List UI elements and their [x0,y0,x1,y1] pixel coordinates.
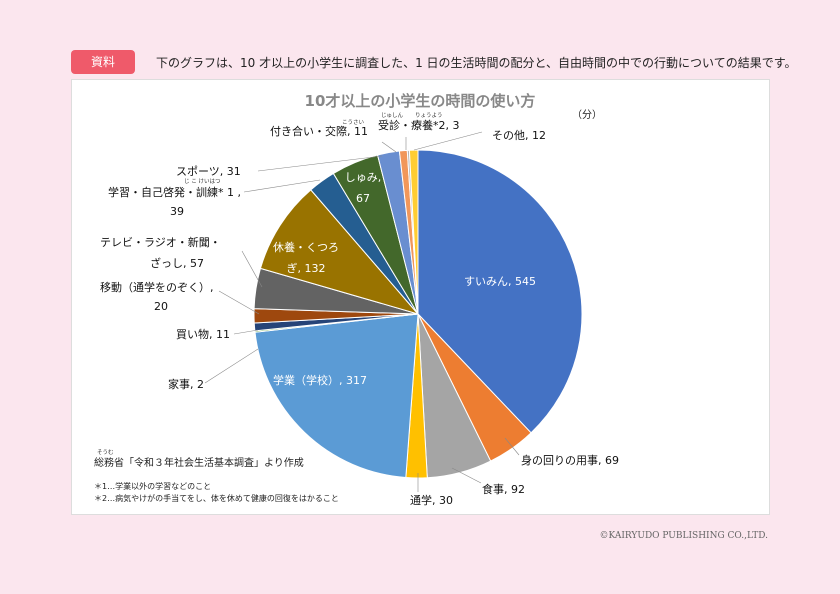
label-rest-1: 休養・くつろ [273,240,339,254]
pie-slice-9 [259,189,420,315]
label-commute: 通学, 30 [410,493,453,507]
pie-slice-0 [417,149,583,434]
label-moving-1: 移動（通学をのぞく）, [100,280,214,294]
note-2: ＊2…病気やけがの手当てをし、体を休めて健康の回復をはかること [94,493,339,503]
label-social: 付き合い・交際, 11 [270,124,368,138]
chart-description: 下のグラフは、10 才以上の小学生に調査した、1 日の生活時間の配分と、自由時間… [156,56,797,70]
unit-label: （分） [572,109,602,121]
label-medical: 受診・療養*2, 3 [378,118,460,132]
source-text: 総務省「令和３年社会生活基本調査」より作成 [94,456,304,469]
source-badge: 資料 [71,50,135,74]
label-media-1: テレビ・ラジオ・新聞・ [100,235,221,249]
note-1: ＊1…学業以外の学習などのこと [94,481,211,491]
label-hobby-2: 67 [356,192,370,205]
label-rest-2: ぎ, 132 [287,261,326,275]
label-housework: 家事, 2 [168,377,204,391]
label-study-1: 学習・自己啓発・訓練* 1 , [108,185,241,199]
label-other: その他, 12 [492,129,546,142]
label-study-2: 39 [170,205,184,218]
label-meals: 食事, 92 [482,482,525,496]
copyright: ©KAIRYUDO PUBLISHING CO.,LTD. [599,531,768,541]
pie-slice-4 [254,313,419,479]
chart-title: 10才以上の小学生の時間の使い方 [305,92,536,110]
leader-lines [204,131,520,492]
label-hobby-1: しゅみ, [345,171,382,184]
label-moving-2: 20 [154,300,168,313]
ruby-jushin: じゅしん [381,112,404,119]
label-sports: スポーツ, 31 [176,165,241,178]
pie-slices [253,149,583,479]
label-media-2: ざっし, 57 [150,256,204,270]
label-shopping: 買い物, 11 [176,327,230,341]
chart-panel: 10才以上の小学生の時間の使い方 （分） すいみん, 545 学業（学校）, 3… [71,79,770,515]
label-sleep: すいみん, 545 [464,275,536,288]
ruby-soumu: そうむ [97,449,114,456]
label-school: 学業（学校）, 317 [273,373,367,387]
ruby-kousai: こうさい [342,119,365,126]
ruby-keihatsu: じ こ けいはつ [184,178,221,185]
label-personal-care: 身の回りの用事, 69 [521,453,619,467]
ruby-ryouyou: りょうよう [415,112,443,119]
pie-chart: 10才以上の小学生の時間の使い方 （分） すいみん, 545 学業（学校）, 3… [94,92,619,507]
pie-slice-15 [408,149,419,315]
